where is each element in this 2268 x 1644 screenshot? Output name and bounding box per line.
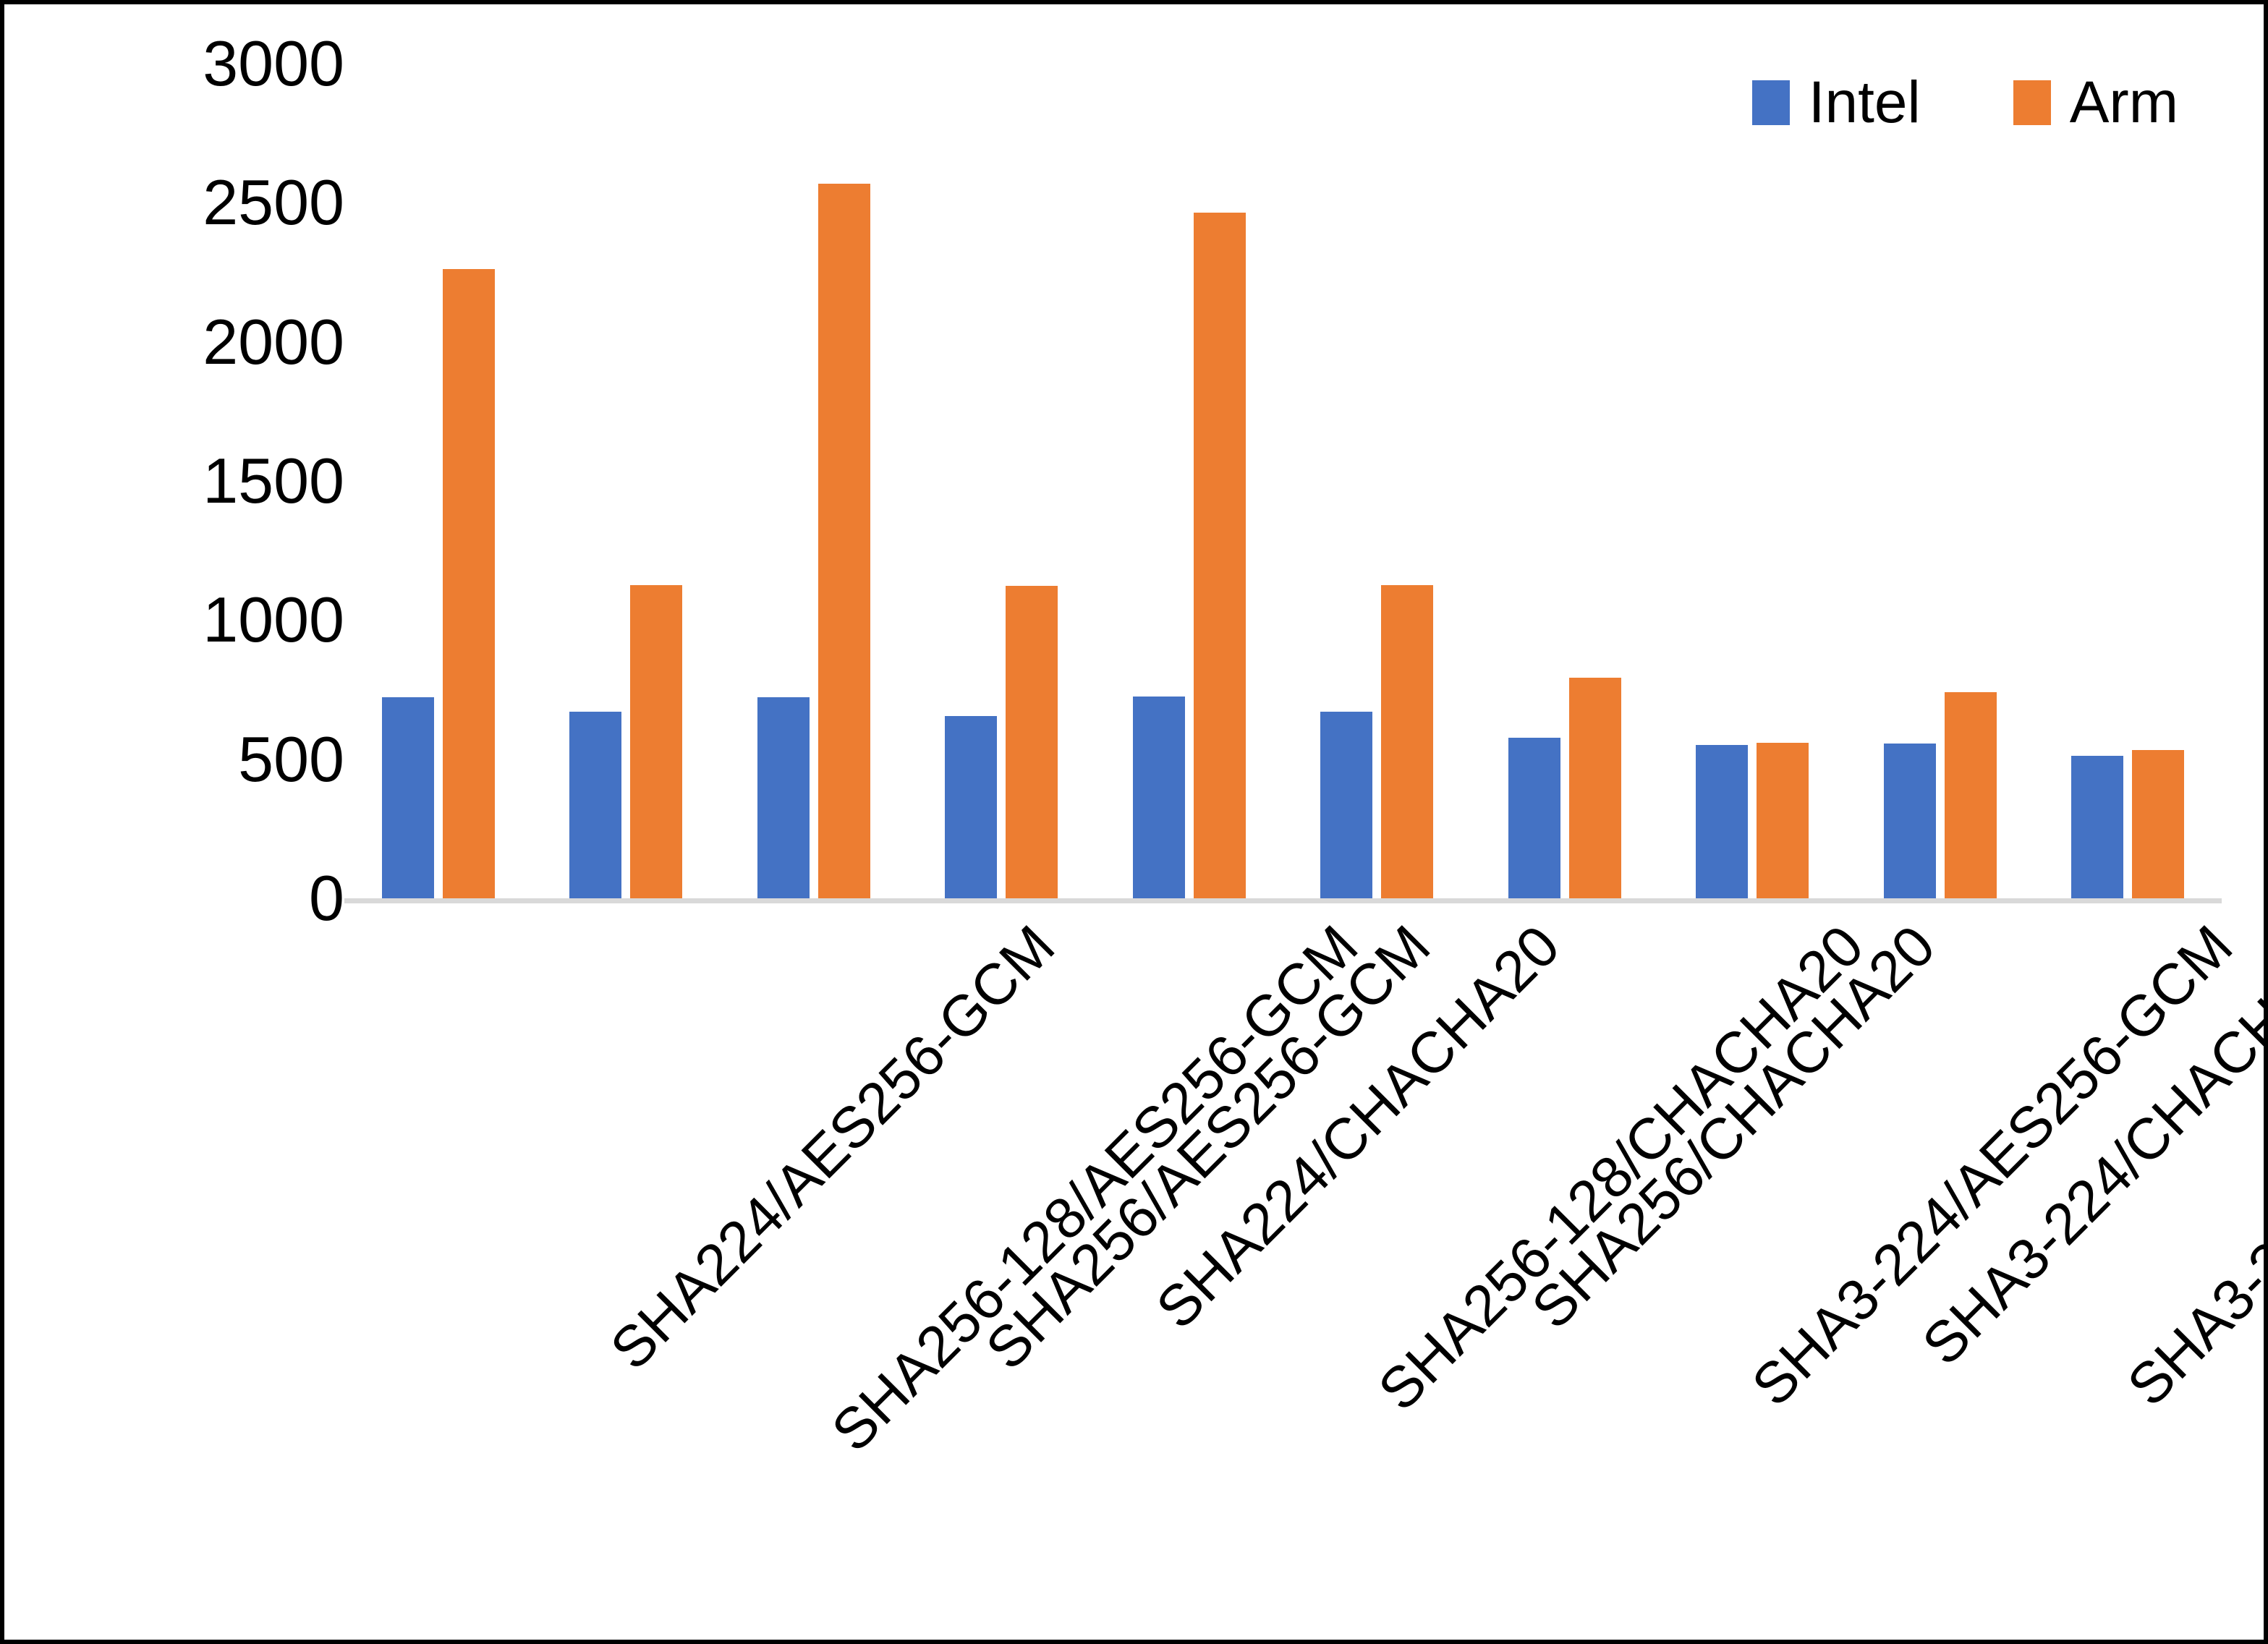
bar-group [720, 64, 908, 898]
x-axis-tick-label-cell: SHA256-128/AES256-GCM [532, 910, 1370, 1561]
y-axis-tick-label: 1500 [203, 445, 344, 516]
x-axis-tick-label-cell: SHA3-224/AES256-GCM [1471, 910, 2244, 1561]
bar-intel[interactable] [381, 697, 434, 898]
legend-entry-arm: Arm [2013, 73, 2178, 132]
y-axis-tick-label: 3000 [203, 27, 344, 99]
legend-swatch-arm [2013, 80, 2051, 125]
bar-arm[interactable] [1944, 692, 1997, 898]
legend-label-arm: Arm [2069, 69, 2178, 135]
bar-arm[interactable] [1193, 212, 1246, 898]
x-axis-tick-label-cell: SHA3-256/AES256-GCM [1846, 910, 2264, 1561]
x-axis-tick-label-cell: SHA3-224/CHACHA20 [1659, 910, 2264, 1561]
bar-intel[interactable] [945, 716, 998, 898]
y-axis-tick-label: 2000 [203, 305, 344, 378]
bar-intel[interactable] [1508, 737, 1560, 898]
chart-legend: Intel Arm [1751, 69, 2178, 135]
bar-group [1283, 64, 1471, 898]
bar-intel[interactable] [1132, 697, 1185, 898]
x-axis-line [344, 898, 2222, 903]
y-axis-tick-labels: 3000 2500 2000 1500 1000 500 0 [142, 4, 344, 930]
bar-arm[interactable] [442, 268, 495, 898]
x-axis-tick-label-cell: SHA3-256/CHACHA20 [2034, 910, 2222, 1561]
x-axis-tick-label-cell: SHA224/CHACHA20 [908, 910, 1572, 1561]
bar-group [344, 64, 532, 898]
bar-intel[interactable] [1320, 711, 1373, 898]
y-axis-tick-label: 2500 [203, 166, 344, 239]
bar-group [1095, 64, 1283, 898]
bar-arm[interactable] [630, 584, 683, 898]
bar-groups [344, 64, 2222, 898]
y-axis-tick-label: 1000 [203, 584, 344, 656]
bar-arm[interactable] [1381, 585, 1434, 898]
bar-intel[interactable] [2071, 756, 2124, 898]
x-axis-tick-label-cell: SHA256-128/CHACHA20 [1095, 910, 1875, 1561]
bar-intel[interactable] [1696, 745, 1749, 898]
bar-intel[interactable] [569, 712, 622, 898]
legend-label-intel: Intel [1808, 69, 1921, 135]
x-axis-tick-label-cell: SHA256/AES256-GCM [720, 910, 1442, 1561]
bar-arm[interactable] [1006, 586, 1058, 898]
x-axis-tick-labels: SHA224/AES256-GCM SHA256-128/AES256-GCM SH… [344, 910, 2264, 1561]
y-axis-tick-label: 500 [238, 723, 344, 795]
x-axis-tick-label-cell: SHA256/CHACHA20 [1283, 910, 1948, 1561]
bar-group [1846, 64, 2034, 898]
bar-group [1659, 64, 1847, 898]
bar-arm[interactable] [1568, 677, 1621, 898]
bar-group [2034, 64, 2222, 898]
bar-intel[interactable] [757, 697, 810, 898]
bar-group [532, 64, 721, 898]
bar-group [908, 64, 1096, 898]
bar-arm[interactable] [817, 183, 870, 898]
bar-arm[interactable] [1757, 742, 1809, 898]
bar-intel[interactable] [1883, 743, 1936, 898]
legend-entry-intel: Intel [1751, 69, 1921, 135]
y-axis-tick-label: 0 [309, 862, 344, 934]
x-axis-tick-label-cell: SHA224/AES256-GCM [344, 910, 1066, 1561]
legend-swatch-intel [1751, 80, 1790, 125]
bar-arm[interactable] [2132, 749, 2185, 898]
plot-area [344, 64, 2222, 903]
bar-group [1471, 64, 1659, 898]
